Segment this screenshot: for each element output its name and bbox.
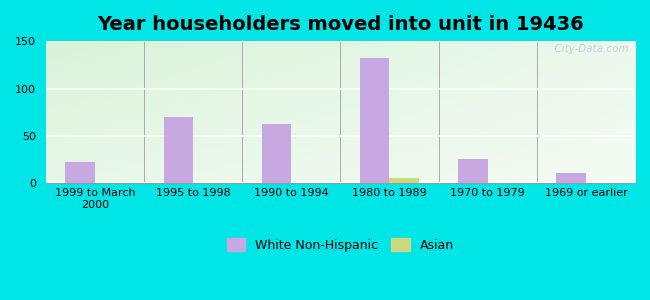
Bar: [458, 159, 488, 183]
Title: Year householders moved into unit in 19436: Year householders moved into unit in 194…: [97, 15, 584, 34]
Bar: [556, 173, 586, 183]
Bar: [262, 124, 291, 183]
Legend: White Non-Hispanic, Asian: White Non-Hispanic, Asian: [220, 232, 460, 258]
Bar: [360, 58, 389, 183]
Bar: [164, 117, 193, 183]
Bar: [66, 161, 95, 183]
Text: City-Data.com: City-Data.com: [549, 44, 629, 54]
Bar: [389, 178, 419, 183]
